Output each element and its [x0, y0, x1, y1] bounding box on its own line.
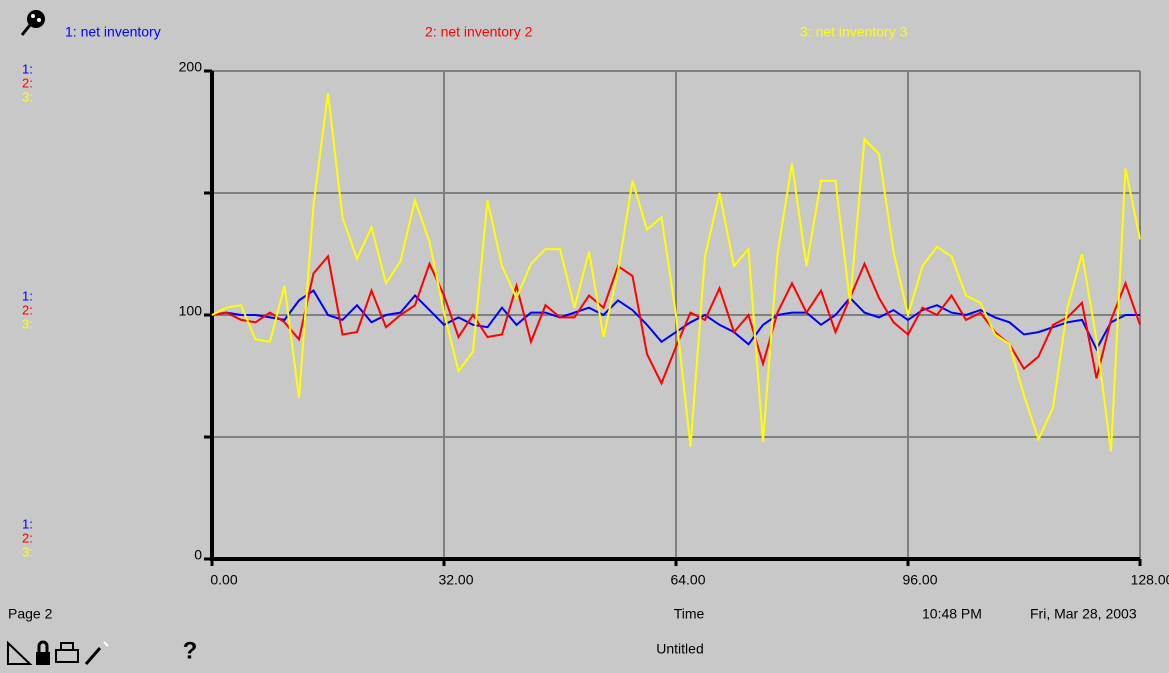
x-tick-label: 128.00 — [1131, 572, 1169, 588]
scale-label: 3: — [22, 544, 33, 559]
scale-label: 3: — [22, 316, 33, 331]
legend-entry: 1: net inventory — [65, 24, 161, 40]
x-tick-label: 96.00 — [902, 572, 937, 588]
date-label: Fri, Mar 28, 2003 — [1030, 606, 1137, 622]
x-axis-label: Time — [674, 606, 705, 622]
scale-label: 2: — [22, 75, 33, 90]
print-icon[interactable] — [55, 642, 79, 663]
tool-icon[interactable] — [7, 640, 33, 665]
legend-entry: 2: net inventory 2 — [425, 24, 533, 40]
help-button[interactable]: ? — [183, 637, 198, 664]
y-tick-label: 100 — [179, 303, 203, 319]
x-tick-label: 64.00 — [670, 572, 705, 588]
scale-label: 2: — [22, 302, 33, 317]
lock-icon[interactable] — [36, 640, 50, 665]
series-line — [211, 92, 1141, 452]
legend-entry: 3: net inventory 3 — [800, 24, 908, 40]
scale-label: 1: — [22, 516, 33, 531]
toolbar: ? — [7, 637, 198, 665]
scale-label: 1: — [22, 61, 33, 76]
document-title: Untitled — [656, 641, 703, 657]
page-label: Page 2 — [8, 606, 53, 622]
pin-icon[interactable] — [20, 10, 45, 36]
scale-label: 1: — [22, 288, 33, 303]
wand-icon[interactable] — [84, 641, 109, 665]
scale-label: 2: — [22, 530, 33, 545]
x-tick-label: 32.00 — [438, 572, 473, 588]
scale-label: 3: — [22, 89, 33, 104]
y-tick-label: 0 — [194, 547, 202, 563]
series-line — [211, 254, 1141, 386]
x-tick-label: 0.00 — [210, 572, 237, 588]
y-tick-label: 200 — [179, 59, 203, 75]
time-label: 10:48 PM — [922, 606, 982, 622]
